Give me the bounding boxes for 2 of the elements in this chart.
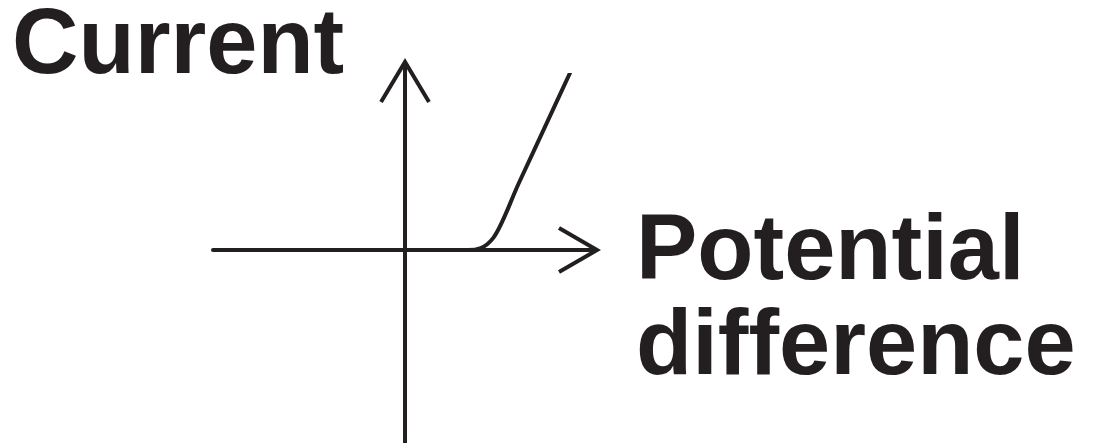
- x-axis-title: Potential difference: [636, 196, 1077, 393]
- y-axis-title: Current: [12, 0, 345, 92]
